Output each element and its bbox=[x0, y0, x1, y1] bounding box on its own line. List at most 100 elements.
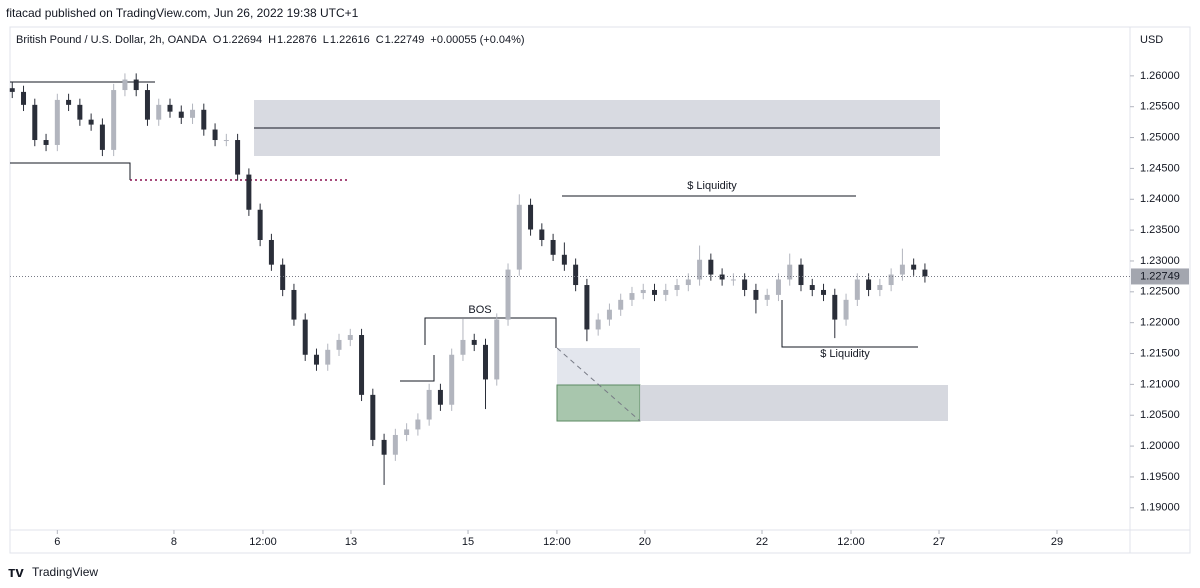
candle-body bbox=[235, 140, 241, 175]
candle-body bbox=[730, 279, 736, 281]
candle-body bbox=[111, 90, 117, 150]
ohlc-legend: O 1.22694 H 1.22876 L 1.22616 C 1.22749 +0.00055… bbox=[213, 34, 525, 46]
legend-key: O bbox=[213, 34, 222, 46]
candle-body bbox=[381, 439, 387, 455]
candle-body bbox=[550, 239, 556, 255]
level-line bbox=[400, 355, 435, 382]
candle-body bbox=[359, 335, 365, 395]
currency: USD bbox=[1140, 34, 1163, 46]
candle-body bbox=[888, 274, 894, 286]
x-tick-label: 20 bbox=[639, 536, 651, 548]
y-tick-label: 1.25500 bbox=[1140, 101, 1180, 113]
x-tick-label: 27 bbox=[933, 536, 945, 548]
candle-body bbox=[775, 279, 781, 295]
candle-body bbox=[708, 259, 714, 275]
x-tick-label: 13 bbox=[345, 536, 357, 548]
diagonal bbox=[556, 347, 641, 422]
legend-key: C bbox=[376, 34, 384, 46]
x-tick-label: 8 bbox=[171, 536, 177, 548]
candle-body bbox=[922, 269, 928, 277]
candle-body bbox=[866, 279, 872, 290]
candle-body bbox=[539, 229, 545, 240]
candle-body bbox=[223, 140, 229, 142]
legend-change: +0.00055 (+0.04%) bbox=[430, 34, 524, 46]
demand-box bbox=[556, 384, 641, 422]
candle-body bbox=[494, 319, 500, 380]
candle-body bbox=[32, 104, 38, 141]
candle-body bbox=[877, 285, 883, 290]
candle-body bbox=[257, 209, 263, 240]
candle-body bbox=[798, 264, 804, 286]
candle-body bbox=[482, 344, 488, 380]
candle-body bbox=[606, 309, 612, 320]
candle-body bbox=[561, 254, 567, 265]
candle-body bbox=[404, 429, 410, 435]
plot bbox=[9, 73, 928, 485]
candle-body bbox=[212, 129, 218, 141]
candle-body bbox=[843, 299, 849, 320]
candle-body bbox=[640, 289, 646, 294]
y-tick-label: 1.23000 bbox=[1140, 255, 1180, 267]
candle-body bbox=[156, 104, 162, 120]
legend-value: 1.22694 bbox=[222, 34, 262, 46]
candle-body bbox=[426, 389, 432, 420]
level-line bbox=[10, 162, 131, 180]
candle-body bbox=[719, 274, 725, 280]
candle-body bbox=[584, 285, 590, 330]
candle-body bbox=[66, 99, 72, 105]
candle-body bbox=[697, 259, 703, 280]
y-tick-label: 1.20500 bbox=[1140, 409, 1180, 421]
legend-key: H bbox=[268, 34, 276, 46]
candle-body bbox=[437, 389, 443, 405]
y-tick-label: 1.19500 bbox=[1140, 471, 1180, 483]
x-tick-label: 22 bbox=[756, 536, 768, 548]
annotation: $ Liquidity bbox=[820, 348, 870, 360]
legend-key: L bbox=[323, 34, 329, 46]
y-tick-label: 1.22500 bbox=[1140, 286, 1180, 298]
legend-value: 1.22616 bbox=[330, 34, 370, 46]
candle-body bbox=[516, 204, 522, 270]
annotation: $ Liquidity bbox=[687, 180, 737, 192]
candle-body bbox=[764, 294, 770, 300]
candle-body bbox=[449, 354, 455, 405]
candle-body bbox=[54, 99, 60, 145]
x-tick-label: 12:00 bbox=[249, 536, 277, 548]
candle-body bbox=[911, 264, 917, 270]
bos-line bbox=[424, 317, 557, 348]
candle-body bbox=[43, 140, 49, 145]
chart-frame bbox=[9, 26, 1191, 554]
candle-body bbox=[595, 319, 601, 330]
candle-body bbox=[821, 289, 827, 295]
candle-body bbox=[629, 293, 635, 300]
x-tick-label: 12:00 bbox=[837, 536, 865, 548]
candle-body bbox=[88, 119, 94, 125]
candle-body bbox=[809, 285, 815, 290]
candle-body bbox=[99, 124, 105, 150]
candle-body bbox=[663, 289, 669, 295]
candle-body bbox=[77, 104, 83, 120]
x-tick-label: 6 bbox=[54, 536, 60, 548]
candle-body bbox=[505, 269, 511, 320]
candle-body bbox=[347, 335, 353, 340]
liquidity-line bbox=[781, 300, 918, 348]
candle-body bbox=[21, 91, 27, 105]
y-tick-label: 1.22000 bbox=[1140, 317, 1180, 329]
price-tag-label: 1.22749 bbox=[1140, 270, 1180, 282]
candle-body bbox=[268, 239, 274, 265]
y-tick-label: 1.19000 bbox=[1140, 502, 1180, 514]
annotation: BOS bbox=[468, 304, 491, 316]
candle-body bbox=[167, 104, 173, 112]
candle-body bbox=[336, 339, 342, 350]
publisher: fitacad published on TradingView.com, Ju… bbox=[6, 6, 359, 20]
footer: TradingView bbox=[32, 565, 98, 579]
candle-body bbox=[9, 88, 15, 92]
candle-body bbox=[471, 339, 477, 345]
candle-body bbox=[460, 339, 466, 355]
candle-body bbox=[201, 109, 207, 130]
candle-body bbox=[832, 294, 838, 320]
candle-body bbox=[787, 264, 793, 280]
y-tick-label: 1.26000 bbox=[1140, 70, 1180, 82]
candle-body bbox=[652, 289, 658, 295]
candle-body bbox=[370, 394, 376, 440]
